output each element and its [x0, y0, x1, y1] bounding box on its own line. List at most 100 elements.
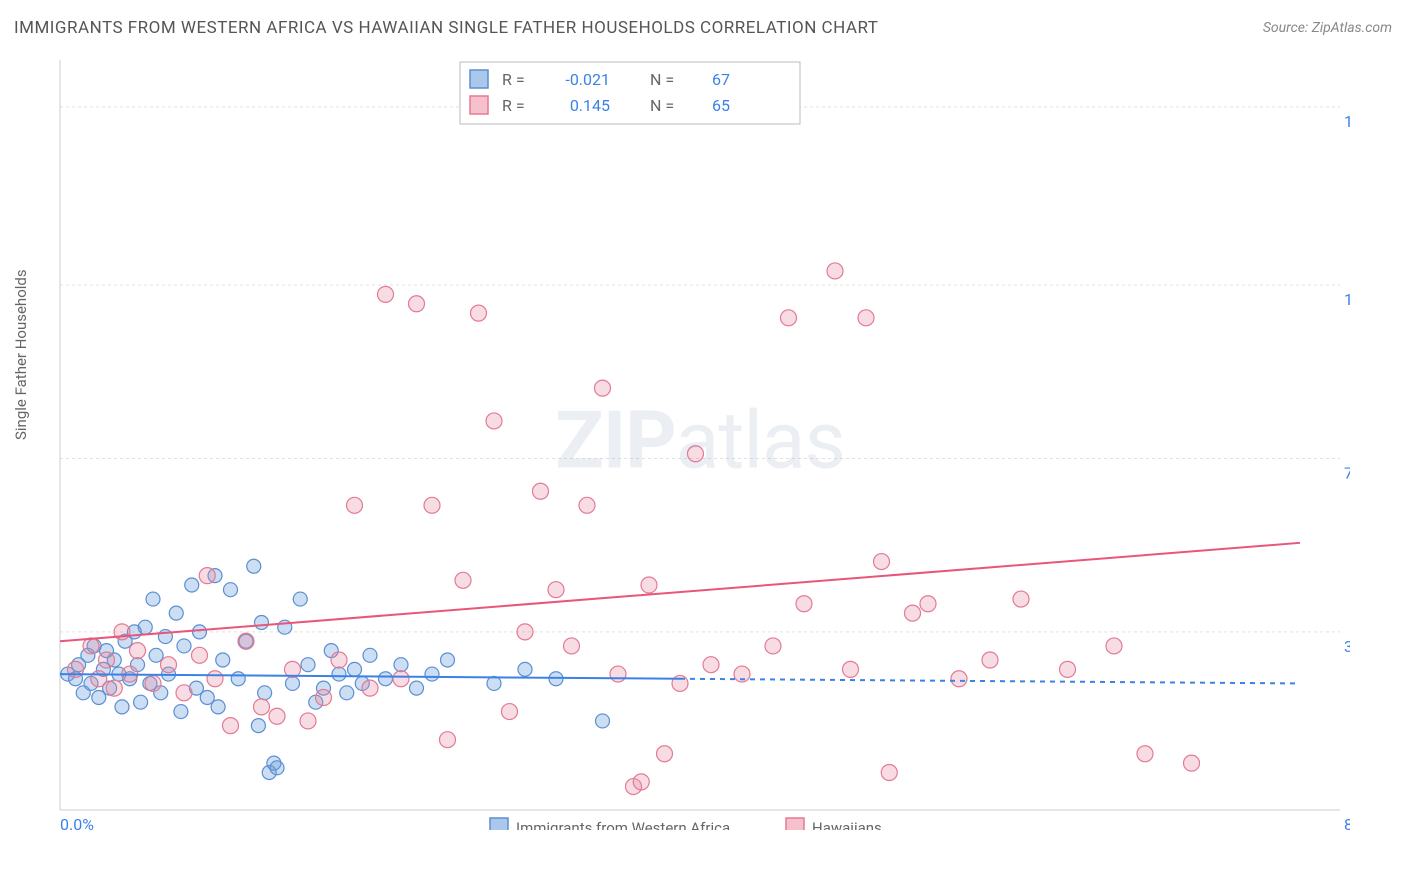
- data-point: [471, 305, 487, 321]
- data-point: [533, 483, 549, 499]
- data-point: [393, 671, 409, 687]
- data-point: [145, 675, 161, 691]
- stats-r-label: R =: [502, 70, 525, 89]
- y-tick-label: 15.0%: [1344, 112, 1350, 131]
- data-point: [641, 577, 657, 593]
- data-point: [564, 638, 580, 654]
- plot-area: 3.8% 7.5% 11.2% 15.0% 0.0% 80.0% R = -0.021 N = 6…: [50, 60, 1350, 830]
- chart-title: IMMIGRANTS FROM WESTERN AFRICA VS HAWAII…: [14, 18, 878, 38]
- data-point: [207, 671, 223, 687]
- data-point: [410, 681, 424, 695]
- data-point: [858, 310, 874, 326]
- data-point: [518, 662, 532, 676]
- data-point: [348, 662, 362, 676]
- data-point: [362, 680, 378, 696]
- data-point: [193, 625, 207, 639]
- stats-n-label: N =: [650, 96, 674, 115]
- data-point: [765, 638, 781, 654]
- data-point: [378, 286, 394, 302]
- stats-swatch: [470, 96, 488, 114]
- data-point: [115, 700, 129, 714]
- data-point: [596, 714, 610, 728]
- data-point: [905, 605, 921, 621]
- data-point: [781, 310, 797, 326]
- data-point: [610, 666, 626, 682]
- data-point: [332, 667, 346, 681]
- data-point: [130, 643, 146, 659]
- y-tick-label: 11.2%: [1344, 290, 1350, 309]
- data-point: [1137, 746, 1153, 762]
- data-point: [874, 554, 890, 570]
- data-point: [247, 559, 261, 573]
- data-point: [363, 648, 377, 662]
- data-point: [134, 695, 148, 709]
- data-point: [486, 413, 502, 429]
- stats-r-label: R =: [502, 96, 525, 115]
- data-point: [633, 774, 649, 790]
- data-point: [238, 633, 254, 649]
- data-point: [211, 700, 225, 714]
- stats-n-value: 67: [712, 70, 730, 89]
- data-point: [138, 620, 152, 634]
- data-point: [340, 686, 354, 700]
- data-point: [177, 639, 191, 653]
- data-point: [316, 690, 332, 706]
- data-point: [300, 713, 316, 729]
- data-point: [301, 658, 315, 672]
- data-point: [441, 653, 455, 667]
- legend-label: Hawaiians: [812, 819, 882, 830]
- data-point: [251, 719, 265, 733]
- stats-n-value: 65: [712, 96, 730, 115]
- data-point: [796, 596, 812, 612]
- data-point: [379, 672, 393, 686]
- chart-svg: 3.8% 7.5% 11.2% 15.0% 0.0% 80.0% R = -0.021 N = 6…: [50, 60, 1350, 830]
- data-point: [1106, 638, 1122, 654]
- data-point: [394, 658, 408, 672]
- data-point: [502, 704, 518, 720]
- data-point: [146, 592, 160, 606]
- data-point: [487, 676, 501, 690]
- data-point: [409, 296, 425, 312]
- data-point: [199, 568, 215, 584]
- x-tick-min: 0.0%: [60, 815, 94, 830]
- data-point: [255, 616, 269, 630]
- data-point: [286, 676, 300, 690]
- stats-r-value: 0.145: [570, 96, 610, 115]
- trend-line: [60, 543, 1300, 641]
- data-point: [293, 592, 307, 606]
- legend-label: Immigrants from Western Africa: [516, 819, 730, 830]
- data-point: [99, 652, 115, 668]
- y-tick-label: 3.8%: [1344, 637, 1350, 656]
- source-attribution: Source: ZipAtlas.com: [1263, 20, 1392, 36]
- data-point: [176, 685, 192, 701]
- data-point: [224, 583, 238, 597]
- x-tick-max: 80.0%: [1344, 815, 1350, 830]
- data-point: [920, 596, 936, 612]
- y-tick-label: 7.5%: [1344, 463, 1350, 482]
- data-point: [440, 732, 456, 748]
- data-point: [455, 572, 471, 588]
- data-point: [174, 705, 188, 719]
- data-point: [425, 667, 439, 681]
- data-point: [223, 718, 239, 734]
- data-point: [231, 672, 245, 686]
- data-point: [1184, 755, 1200, 771]
- stats-n-label: N =: [650, 70, 674, 89]
- data-point: [192, 647, 208, 663]
- data-point: [347, 497, 363, 513]
- data-point: [254, 699, 270, 715]
- data-point: [1060, 661, 1076, 677]
- data-point: [424, 497, 440, 513]
- stats-r-value: -0.021: [565, 70, 610, 89]
- data-point: [106, 680, 122, 696]
- y-axis-label: Single Father Households: [12, 269, 30, 440]
- data-point: [595, 380, 611, 396]
- data-point: [688, 446, 704, 462]
- data-point: [161, 657, 177, 673]
- data-point: [517, 624, 533, 640]
- data-point: [331, 652, 347, 668]
- stats-swatch: [470, 70, 488, 88]
- data-point: [951, 671, 967, 687]
- legend-swatch: [490, 818, 508, 830]
- title-bar: IMMIGRANTS FROM WESTERN AFRICA VS HAWAII…: [14, 18, 1392, 38]
